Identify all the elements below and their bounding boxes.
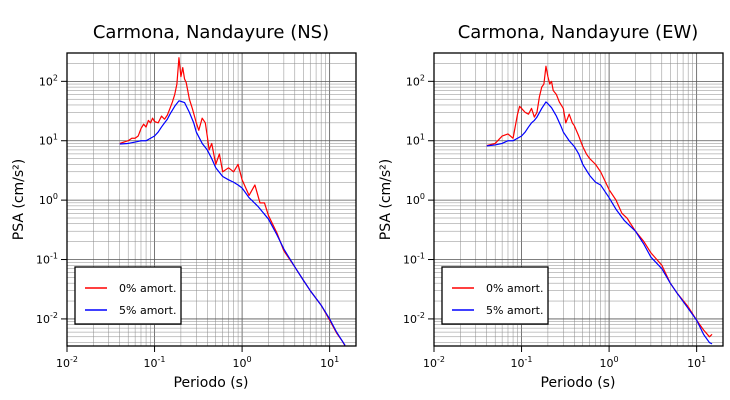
plot-frame <box>66 52 357 347</box>
y-tick-label: 10-2 <box>36 311 58 326</box>
legend-label: 0% amort. <box>119 282 176 295</box>
x-tick-label: 101 <box>687 355 706 370</box>
legend-box <box>74 266 182 325</box>
y-tick-label: 10-2 <box>403 311 425 326</box>
y-tick-label: 10-1 <box>36 252 58 267</box>
x-tick-label: 10-2 <box>56 355 78 370</box>
legend-label: 5% amort. <box>486 304 543 317</box>
x-tick-label: 100 <box>600 355 619 370</box>
y-tick-label: 10-1 <box>403 252 425 267</box>
y-axis-label: PSA (cm/s²) <box>11 159 27 241</box>
y-tick-label: 100 <box>39 192 58 207</box>
y-axis-label: PSA (cm/s²) <box>378 159 394 241</box>
chart-title: Carmona, Nandayure (EW) <box>458 22 699 43</box>
plot-frame <box>433 52 724 347</box>
series-line-damped <box>486 101 713 345</box>
series-line-undamped <box>119 57 346 347</box>
chart-title: Carmona, Nandayure (NS) <box>93 22 329 43</box>
x-tick-label: 10-1 <box>144 355 166 370</box>
y-tick-label: 102 <box>406 73 425 88</box>
legend: 0% amort. 5% amort. <box>74 266 182 325</box>
y-tick-label: 102 <box>39 73 58 88</box>
x-axis-label: Periodo (s) <box>541 375 616 391</box>
chart-panel-ns: 10-2 10-1 100 101 10-2 10-1 100 101 102 Carmona, … <box>11 22 357 391</box>
legend-label: 0% amort. <box>486 282 543 295</box>
x-tick-label: 10-1 <box>511 355 533 370</box>
x-axis-label: Periodo (s) <box>174 375 249 391</box>
y-tick-label: 100 <box>406 192 425 207</box>
x-tick-label: 101 <box>320 355 339 370</box>
legend: 0% amort. 5% amort. <box>441 266 549 325</box>
x-tick-label: 10-2 <box>423 355 445 370</box>
chart-panel-ew: 10-2 10-1 100 101 10-2 10-1 100 101 102 Carmona, … <box>378 22 724 391</box>
x-tick-label: 100 <box>233 355 252 370</box>
y-tick-label: 101 <box>406 133 425 148</box>
series-line-undamped <box>486 65 713 338</box>
series-line-damped <box>119 100 346 346</box>
y-tick-label: 101 <box>39 133 58 148</box>
legend-box <box>441 266 549 325</box>
legend-label: 5% amort. <box>119 304 176 317</box>
